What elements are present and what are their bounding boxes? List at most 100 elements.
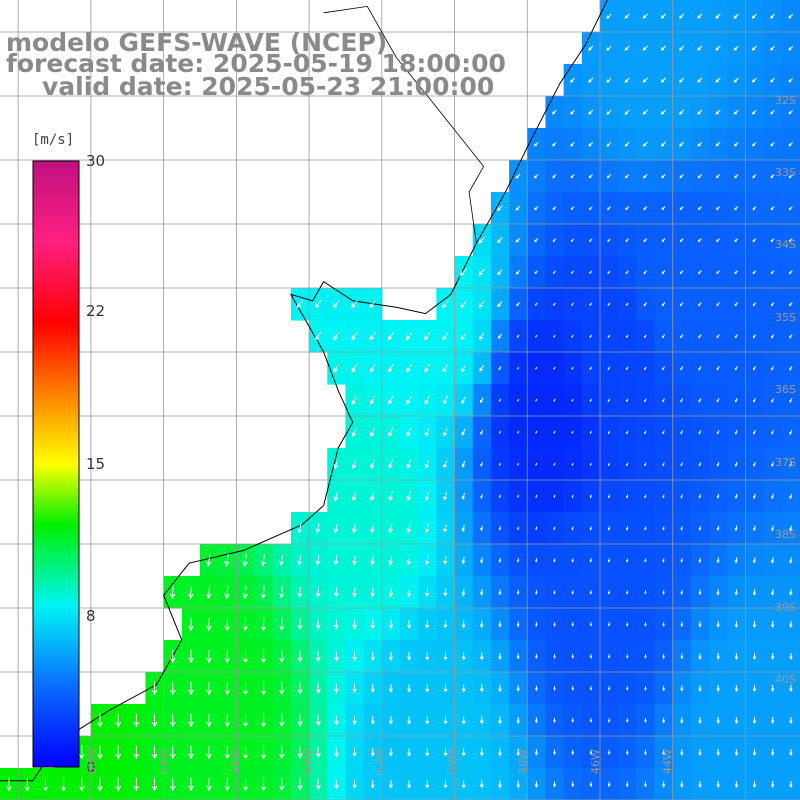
wind-arrow xyxy=(680,526,683,531)
wind-arrow xyxy=(406,364,412,373)
wind-arrow xyxy=(752,620,757,629)
wind-arrow xyxy=(698,302,702,307)
wind-arrow xyxy=(425,684,430,693)
wind-arrow xyxy=(716,749,720,757)
wind-arrow xyxy=(388,427,394,438)
wind-arrow xyxy=(788,174,793,179)
wind-arrow xyxy=(188,649,194,664)
wind-arrow xyxy=(480,462,483,467)
wind-arrow xyxy=(370,491,375,502)
wind-arrow xyxy=(461,396,466,405)
wind-arrow xyxy=(279,554,285,567)
wind-arrow xyxy=(751,45,757,51)
wind-arrow xyxy=(679,141,685,147)
wind-arrow xyxy=(770,206,775,211)
wind-arrow xyxy=(388,395,394,405)
wind-arrow xyxy=(498,780,502,789)
wind-arrow xyxy=(424,459,430,469)
wind-arrow xyxy=(752,781,757,789)
title-forecast-date: forecast date: 2025-05-19 18:00:00 xyxy=(6,49,506,78)
wind-arrow xyxy=(697,206,702,211)
wind-arrow xyxy=(351,363,358,373)
wind-arrow xyxy=(534,717,538,724)
wind-arrow xyxy=(533,173,539,179)
wind-arrow xyxy=(680,621,684,628)
wind-arrow xyxy=(334,747,339,758)
title-valid-date: valid date: 2025-05-23 21:00:00 xyxy=(42,72,495,101)
wind-arrow xyxy=(515,205,521,211)
wind-arrow xyxy=(351,300,358,309)
wind-arrow xyxy=(698,685,702,692)
wind-arrow xyxy=(733,141,739,147)
wind-arrow xyxy=(789,749,793,757)
wind-arrow xyxy=(716,717,720,725)
wind-arrow xyxy=(626,526,629,531)
wind-arrow xyxy=(679,270,684,275)
wind-arrow xyxy=(278,777,285,792)
wind-arrow xyxy=(626,622,629,627)
wind-arrow xyxy=(589,558,592,563)
wind-arrow xyxy=(752,206,757,211)
wind-arrow xyxy=(571,750,575,756)
wind-arrow xyxy=(224,777,231,792)
wind-arrow xyxy=(407,684,412,693)
wind-arrow xyxy=(625,750,629,756)
wind-arrow xyxy=(607,238,611,242)
wind-arrow xyxy=(589,398,592,402)
wind-arrow xyxy=(789,493,793,500)
wind-arrow xyxy=(589,462,592,466)
wind-arrow xyxy=(260,681,267,696)
wind-arrow xyxy=(498,526,501,531)
wind-arrow xyxy=(479,620,484,629)
wind-arrow xyxy=(752,717,757,725)
wind-arrow xyxy=(698,781,702,789)
wind-arrow xyxy=(516,685,520,692)
wind-arrow xyxy=(78,745,85,760)
wind-arrow xyxy=(626,398,629,403)
wind-arrow xyxy=(589,622,593,627)
wind-arrow xyxy=(297,778,303,791)
wind-arrow xyxy=(278,618,285,631)
wind-arrow xyxy=(388,619,394,630)
wind-arrow xyxy=(515,269,521,275)
wind-arrow xyxy=(662,654,665,660)
coastline xyxy=(0,0,608,782)
wind-arrow xyxy=(644,654,647,659)
wind-arrow xyxy=(206,617,212,632)
wind-arrow xyxy=(607,494,610,499)
wind-arrow xyxy=(753,461,756,467)
wind-arrow xyxy=(678,77,685,83)
wind-arrow xyxy=(788,109,794,115)
wind-arrow xyxy=(607,366,611,371)
wind-arrow xyxy=(333,491,339,502)
wind-arrow xyxy=(553,622,556,627)
wind-arrow xyxy=(498,716,502,725)
wind-arrow xyxy=(517,494,519,498)
wind-arrow xyxy=(752,270,757,275)
wind-arrow xyxy=(571,526,574,531)
wind-arrow xyxy=(315,746,321,759)
wind-arrow xyxy=(498,684,502,693)
wind-arrow xyxy=(553,718,556,724)
wind-arrow xyxy=(662,366,665,371)
wind-arrow xyxy=(607,781,611,788)
wind-arrow xyxy=(624,77,630,83)
wind-arrow xyxy=(771,557,775,564)
wind-arrow xyxy=(608,430,611,435)
wind-arrow xyxy=(534,685,538,692)
wind-arrow xyxy=(662,749,666,756)
wind-arrow xyxy=(498,589,502,596)
wind-arrow xyxy=(352,587,357,598)
wind-arrow xyxy=(442,364,449,373)
wind-arrow xyxy=(734,717,739,725)
wind-arrow xyxy=(680,494,683,499)
wind-arrow xyxy=(260,777,267,792)
wind-arrow xyxy=(697,13,703,19)
wind-arrow xyxy=(789,461,793,467)
wind-arrow xyxy=(680,685,684,692)
wind-arrow xyxy=(425,748,430,757)
wind-arrow xyxy=(589,526,592,531)
wind-arrow xyxy=(607,558,611,563)
wind-arrow xyxy=(461,428,466,436)
